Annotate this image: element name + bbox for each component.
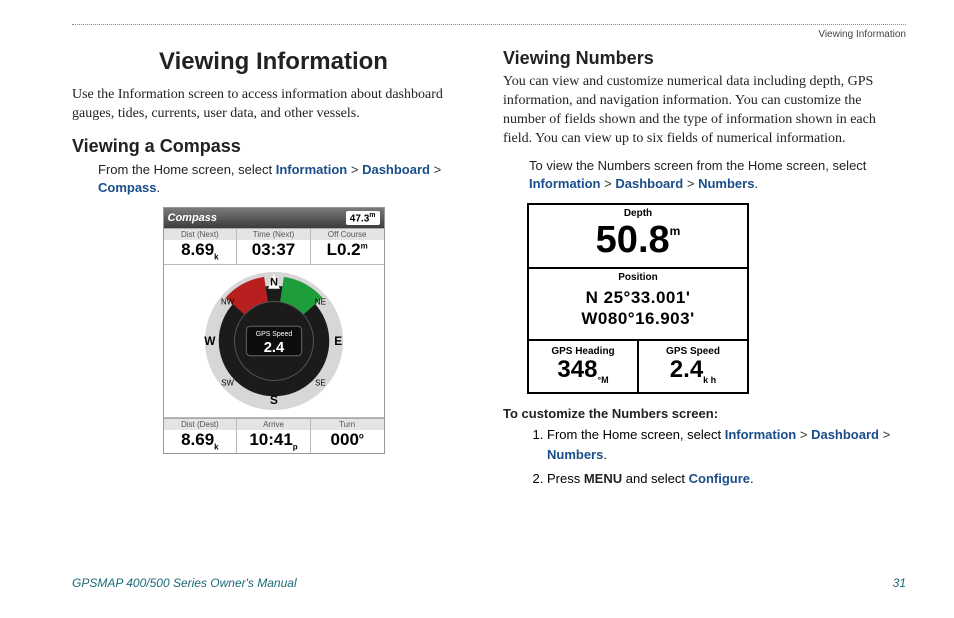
nav-numbers: Numbers: [698, 176, 754, 191]
nav-information-3: Information: [725, 427, 797, 442]
compass-nav-line: From the Home screen, select Information…: [98, 161, 475, 197]
svg-text:E: E: [334, 333, 342, 347]
label-dist-dest: Dist (Dest): [164, 419, 238, 430]
intro-paragraph: Use the Information screen to access inf…: [72, 86, 475, 124]
svg-text:S: S: [270, 393, 278, 407]
svg-text:W: W: [204, 333, 216, 347]
footer-manual-title: GPSMAP 400/500 Series Owner's Manual: [72, 576, 297, 590]
nav-configure: Configure: [689, 471, 750, 486]
menu-key: MENU: [584, 471, 622, 486]
label-turn: Turn: [311, 419, 384, 430]
numbers-screenshot: Depth 50.8m Position N 25°33.001' W080°1…: [527, 203, 749, 394]
depth-value: 50.8m: [529, 219, 747, 267]
val-dist-dest: 8.69k: [164, 430, 238, 453]
val-arrive: 10:41p: [237, 430, 311, 453]
val-dist-next: 8.69k: [164, 240, 238, 263]
svg-text:N: N: [270, 276, 278, 288]
val-off-course: L0.2m: [311, 240, 384, 263]
page-title: Viewing Information: [72, 48, 475, 76]
customize-steps: From the Home screen, select Information…: [547, 425, 906, 489]
label-off-course: Off Course: [311, 229, 384, 240]
compass-badge: 47.3m: [346, 211, 380, 225]
footer-page-number: 31: [893, 576, 906, 590]
label-time-next: Time (Next): [237, 229, 311, 240]
compass-screenshot: Compass 47.3m Dist (Next) Time (Next) Of…: [163, 207, 385, 454]
compass-heading: Viewing a Compass: [72, 136, 475, 157]
nav-dashboard: Dashboard: [362, 162, 430, 177]
svg-text:NW: NW: [221, 297, 235, 306]
svg-text:NE: NE: [314, 297, 325, 306]
numbers-heading: Viewing Numbers: [503, 48, 906, 69]
svg-text:SE: SE: [315, 378, 326, 387]
svg-text:2.4: 2.4: [263, 339, 284, 355]
nav-numbers-2: Numbers: [547, 447, 603, 462]
label-dist-next: Dist (Next): [164, 229, 238, 240]
position-label: Position: [529, 269, 747, 283]
customize-heading: To customize the Numbers screen:: [503, 406, 906, 421]
svg-text:SW: SW: [221, 378, 234, 387]
nav-compass: Compass: [98, 180, 157, 195]
depth-label: Depth: [529, 205, 747, 219]
val-turn: 000o: [311, 430, 384, 453]
label-arrive: Arrive: [237, 419, 311, 430]
gps-heading-value: 348°M: [529, 357, 637, 386]
gps-speed-value: 2.4k h: [639, 357, 747, 386]
running-header: Viewing Information: [72, 29, 906, 40]
nav-dashboard-3: Dashboard: [811, 427, 879, 442]
position-value: N 25°33.001' W080°16.903': [529, 283, 747, 340]
nav-information-2: Information: [529, 176, 601, 191]
nav-information: Information: [276, 162, 348, 177]
compass-dial: N NE E SE S SW W NW GPS Speed 2.4: [164, 264, 384, 418]
val-time-next: 03:37: [237, 240, 311, 263]
gps-speed-label: GPS Speed: [639, 343, 747, 357]
compass-title: Compass: [168, 212, 218, 224]
gps-heading-label: GPS Heading: [529, 343, 637, 357]
svg-text:GPS Speed: GPS Speed: [255, 331, 292, 338]
nav-dashboard-2: Dashboard: [615, 176, 683, 191]
numbers-body: You can view and customize numerical dat…: [503, 73, 906, 149]
numbers-nav-line: To view the Numbers screen from the Home…: [529, 157, 906, 193]
